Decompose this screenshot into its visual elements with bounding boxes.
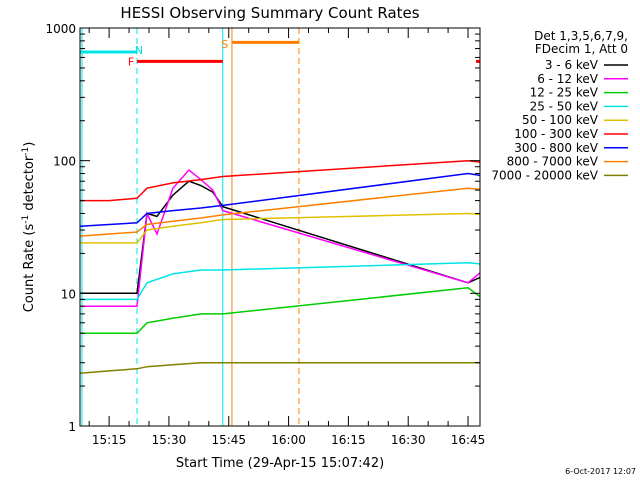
legend: Det 1,3,5,6,7,9, FDecim 1, Att 0 3 - 6 k… (491, 29, 628, 182)
legend-label-5: 100 - 300 keV (514, 127, 598, 141)
x-axis-label: Start Time (29-Apr-15 15:07:42) (176, 456, 384, 471)
y-axis-label-main: Count Rate (s (22, 224, 37, 313)
series-line-0 (80, 180, 480, 295)
series-line-1 (80, 168, 480, 307)
legend-header-2: FDecim 1, Att 0 (535, 42, 628, 56)
plot-frame (79, 27, 481, 427)
legend-label-7: 800 - 7000 keV (507, 155, 599, 169)
series-line-6 (80, 172, 480, 228)
legend-label-8: 7000 - 20000 keV (491, 168, 598, 182)
y-tick-label-1: 10 (61, 287, 76, 301)
legend-label-0: 3 - 6 keV (545, 58, 599, 72)
series-line-7 (80, 187, 480, 237)
y-tick-label-3: 1000 (45, 22, 76, 36)
y-axis-label-sup: -1 (21, 215, 31, 224)
series-line-5 (80, 159, 480, 202)
annotation-s: S (221, 38, 228, 51)
series-line-8 (80, 361, 480, 374)
x-tick-label-2: 15:45 (211, 433, 246, 447)
x-tick-label-6: 16:45 (451, 433, 486, 447)
y-axis-ticks: 1 10 100 1000 (45, 22, 480, 434)
x-tick-label-0: 15:15 (92, 433, 127, 447)
y-tick-label-0: 1 (68, 420, 76, 434)
legend-label-4: 50 - 100 keV (522, 113, 599, 127)
x-tick-label-4: 16:15 (331, 433, 366, 447)
x-tick-label-1: 15:30 (152, 433, 187, 447)
series-line-3 (80, 262, 480, 301)
x-tick-label-5: 16:30 (391, 433, 426, 447)
y-axis-label-end: ) (22, 142, 37, 147)
legend-label-2: 12 - 25 keV (530, 86, 599, 100)
y-axis-label-rest: detector (22, 155, 37, 215)
legend-label-3: 25 - 50 keV (530, 99, 599, 113)
series-line-2 (80, 287, 480, 335)
legend-label-6: 300 - 800 keV (514, 141, 598, 155)
y-tick-label-2: 100 (53, 155, 76, 169)
annotation-f: F (128, 55, 134, 68)
legend-label-1: 6 - 12 keV (537, 72, 599, 86)
y-axis-label: Count Rate (s-1 detector-1) (21, 142, 37, 313)
y-axis-label-sup2: -1 (21, 147, 31, 156)
plot-area: NF S (80, 28, 480, 426)
annotation-n: N (135, 44, 143, 57)
chart-title: HESSI Observing Summary Count Rates (120, 4, 419, 22)
series-line-4 (80, 212, 480, 244)
x-tick-label-3: 16:00 (271, 433, 306, 447)
footer-timestamp: 6-Oct-2017 12:07 (565, 467, 636, 476)
x-axis-ticks: 15:15 15:30 15:45 16:00 16:15 16:30 16:45 (88, 28, 486, 447)
legend-header-1: Det 1,3,5,6,7,9, (534, 29, 628, 43)
